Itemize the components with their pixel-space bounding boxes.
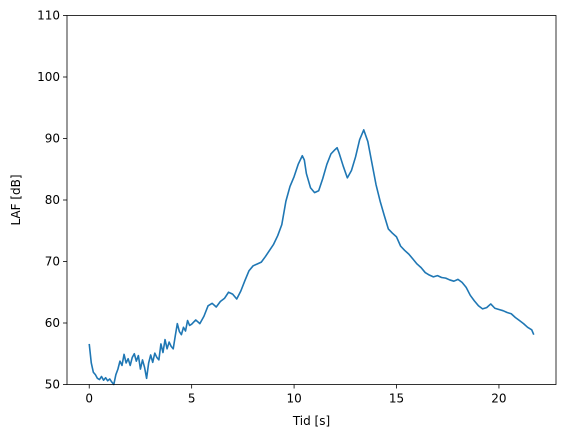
x-axis-label: Tid [s]: [292, 414, 330, 428]
y-tick-label: 50: [45, 378, 60, 392]
y-axis-label: LAF [dB]: [9, 174, 23, 225]
plot-frame: [66, 15, 557, 385]
y-tick-label: 70: [45, 255, 60, 269]
x-tick-label: 10: [286, 392, 301, 406]
y-tick-label: 90: [45, 132, 60, 146]
y-tick-label: 60: [45, 316, 60, 330]
x-axis: 0 5 10 15 20: [85, 384, 507, 406]
series-layer: [88, 129, 535, 386]
x-tick-label: 15: [389, 392, 404, 406]
y-tick-label: 100: [37, 70, 60, 84]
series-line-0: [88, 129, 535, 386]
y-tick-label: 110: [37, 9, 60, 23]
y-axis: 50 60 70 80 90 100 110: [37, 9, 67, 392]
x-tick-label: 5: [188, 392, 196, 406]
x-tick-label: 0: [85, 392, 93, 406]
x-tick-label: 20: [491, 392, 506, 406]
y-tick-label: 80: [45, 193, 60, 207]
